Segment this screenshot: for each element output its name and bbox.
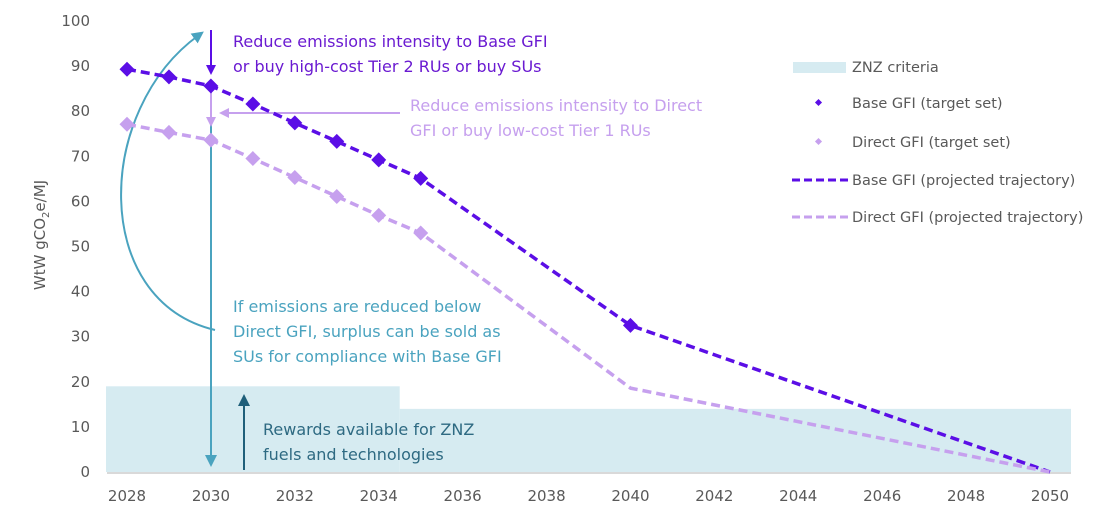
y-tick-label: 100: [61, 12, 90, 30]
legend-direct-marker-label: Direct GFI (target set): [852, 135, 1011, 151]
y-tick-label: 60: [71, 192, 90, 210]
legend-base-marker-label: Base GFI (target set): [852, 96, 1003, 112]
y-axis-label-suffix: e/MJ: [31, 180, 49, 212]
base-gfi-marker: [329, 133, 345, 149]
base-gfi-marker: [413, 170, 429, 186]
y-tick-label: 50: [71, 238, 90, 256]
annotation-base-line: Reduce emissions intensity to Base GFI: [233, 32, 548, 51]
x-axis-ticks: 2028 2030 2032 2034 2036 2038 2040 2042 2044 2046…: [108, 487, 1069, 505]
direct-gfi-marker: [329, 188, 345, 204]
direct-gfi-marker: [413, 225, 429, 241]
annotation-rewards-line: Rewards available for ZNZ: [263, 420, 474, 439]
direct-gfi-marker: [371, 207, 387, 223]
direct-gfi-marker: [161, 124, 177, 140]
x-tick-label: 2034: [360, 487, 398, 505]
base-gfi-marker: [287, 115, 303, 131]
y-axis-ticks: 0 10 20 30 40 50 60 70 80 90 100: [61, 12, 90, 481]
legend-base-dash-label: Base GFI (projected trajectory): [852, 173, 1075, 189]
base-gfi-trajectory-line: [126, 67, 1051, 474]
legend-direct-dash-label: Direct GFI (projected trajectory): [852, 210, 1083, 226]
x-tick-label: 2046: [863, 487, 901, 505]
x-tick-label: 2040: [611, 487, 649, 505]
x-tick-label: 2032: [276, 487, 314, 505]
base-gfi-marker: [622, 317, 638, 333]
y-tick-label: 20: [71, 373, 90, 391]
y-tick-label: 80: [71, 102, 90, 120]
znz-segment: [399, 408, 1071, 472]
x-tick-label: 2050: [1031, 487, 1069, 505]
y-axis-label-sub: 2: [41, 212, 52, 218]
teal-curved-arrow: [120, 31, 216, 331]
annotation-direct-line: Reduce emissions intensity to Direct: [410, 96, 702, 115]
legend-znz-label: ZNZ criteria: [852, 60, 939, 76]
y-tick-label: 10: [71, 418, 90, 436]
direct-gfi-marker: [287, 169, 303, 185]
annotation-rewards-line: fuels and technologies: [263, 445, 444, 464]
base-gfi-marker: [161, 69, 177, 85]
y-tick-label: 90: [71, 57, 90, 75]
y-tick-label: 30: [71, 328, 90, 346]
annotation-base-line: or buy high-cost Tier 2 RUs or buy SUs: [233, 57, 542, 76]
x-tick-label: 2036: [444, 487, 482, 505]
znz-segment: [106, 386, 400, 472]
base-gfi-marker: [203, 78, 219, 94]
legend-direct-marker-icon: [814, 137, 823, 146]
annotation-base: Reduce emissions intensity to Base GFI o…: [233, 32, 553, 76]
annotation-rewards: Rewards available for ZNZ fuels and tech…: [263, 420, 479, 464]
legend-znz-swatch: [793, 62, 846, 73]
base-gfi-marker: [119, 61, 135, 77]
annotation-surplus: If emissions are reduced below Direct GF…: [233, 297, 506, 366]
direct-gfi-marker: [119, 116, 135, 132]
x-tick-label: 2038: [527, 487, 565, 505]
legend: ZNZ criteria Base GFI (target set) Direc…: [792, 60, 1083, 226]
y-tick-label: 0: [80, 463, 90, 481]
annotation-surplus-line: If emissions are reduced below: [233, 297, 481, 316]
x-tick-label: 2044: [779, 487, 817, 505]
y-axis-label-prefix: WtW gCO: [31, 218, 49, 290]
legend-base-marker-icon: [814, 98, 823, 107]
x-tick-label: 2030: [192, 487, 230, 505]
annotation-surplus-line: Direct GFI, surplus can be sold as: [233, 322, 501, 341]
annotation-direct-line: GFI or buy low-cost Tier 1 RUs: [410, 121, 651, 140]
base-gfi-marker: [371, 152, 387, 168]
direct-gfi-trajectory-line: [126, 122, 1051, 474]
y-tick-label: 70: [71, 147, 90, 165]
y-axis-label: WtW gCO2e/MJ: [31, 180, 52, 290]
znz-criteria-area: [106, 386, 1071, 472]
direct-gfi-marker: [245, 151, 261, 167]
y-tick-label: 40: [71, 283, 90, 301]
x-tick-label: 2028: [108, 487, 146, 505]
trajectory-lines: [126, 67, 1051, 474]
annotation-surplus-line: SUs for compliance with Base GFI: [233, 347, 502, 366]
x-tick-label: 2042: [695, 487, 733, 505]
direct-gfi-marker: [203, 132, 219, 148]
base-gfi-marker: [245, 96, 261, 112]
annotation-direct: Reduce emissions intensity to Direct GFI…: [410, 96, 707, 140]
target-markers: [119, 61, 638, 333]
x-tick-label: 2048: [947, 487, 985, 505]
